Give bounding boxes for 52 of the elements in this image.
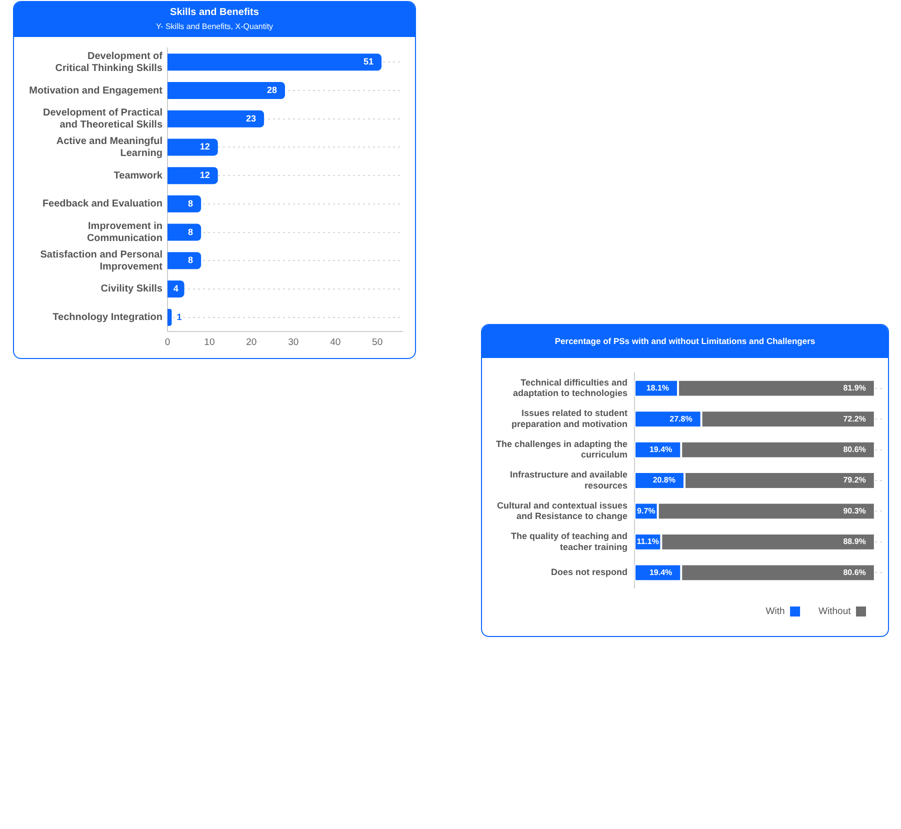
- data-label: 51: [364, 56, 374, 67]
- data-label: 1: [176, 312, 182, 322]
- data-label: 8: [188, 198, 194, 208]
- data-label: 79.2%: [843, 476, 866, 485]
- data-label: 8: [188, 255, 194, 266]
- legend-label: Without: [818, 606, 852, 618]
- data-label: 28: [266, 85, 277, 96]
- data-label: 20.8%: [652, 476, 676, 485]
- x-tick-label: 0: [164, 336, 170, 348]
- y-tick-label: Improvement in Communication: [86, 221, 162, 244]
- y-tick-label: Issues related to student preparation and motivation: [511, 408, 628, 429]
- y-tick-label: Development of Practical and Theoretical Skills: [43, 108, 163, 131]
- data-label: 80.6%: [843, 444, 866, 454]
- data-label: 19.4%: [649, 444, 672, 454]
- y-tick-label: Satisfaction and Personal Improvement: [40, 249, 164, 272]
- y-tick-label: Active and Meaningful Learning: [56, 136, 163, 159]
- y-tick-label: Does not respond: [550, 567, 628, 578]
- data-label: 90.3%: [843, 506, 866, 516]
- data-label: 72.2%: [843, 414, 866, 424]
- y-tick-label: Infrastructure and available resources: [510, 470, 628, 490]
- data-label: 18.1%: [646, 384, 670, 393]
- x-tick-label: 40: [330, 336, 341, 348]
- y-tick-label: The quality of teaching and teacher training: [510, 531, 628, 552]
- x-tick-label: 20: [246, 336, 257, 348]
- chart-title: Percentage of PSs with and without Limitations and Challengers: [554, 336, 816, 347]
- data-label: 80.6%: [843, 568, 866, 577]
- chart-title: Skills and Benefits: [169, 7, 260, 20]
- data-label: 88.9%: [843, 537, 866, 546]
- data-label: 19.4%: [649, 568, 672, 577]
- data-label: 4: [173, 283, 178, 294]
- y-tick-label: Technology Integration: [52, 312, 162, 324]
- data-label: 9.7%: [637, 506, 656, 516]
- x-tick-label: 10: [204, 336, 215, 348]
- legend-label: With: [766, 606, 785, 618]
- data-label: 81.9%: [843, 384, 866, 393]
- chart-subtitle: Y- Skills and Benefits, X-Quantity: [154, 22, 274, 32]
- data-label: 8: [188, 226, 194, 237]
- x-tick-label: 50: [372, 336, 383, 348]
- data-label: 11.1%: [636, 537, 659, 546]
- y-tick-label: Feedback and Evaluation: [42, 198, 162, 210]
- x-tick-label: 30: [288, 336, 299, 348]
- data-label: 27.8%: [670, 414, 692, 424]
- data-label: 12: [200, 170, 210, 180]
- y-tick-label: Technical difficulties and adaptation to technologies: [512, 377, 628, 398]
- data-label: 23: [246, 113, 256, 124]
- y-tick-label: Motivation and Engagement: [29, 85, 164, 96]
- y-tick-label: Teamwork: [114, 170, 163, 182]
- data-label: 12: [200, 142, 210, 152]
- y-tick-label: The challenges in adapting the curriculum: [496, 438, 628, 460]
- y-tick-label: Development of Critical Thinking Skills: [55, 50, 164, 74]
- y-tick-label: Cultural and contextual issues and Resistance to change: [496, 500, 628, 522]
- y-tick-label: Civility Skills: [100, 284, 163, 295]
